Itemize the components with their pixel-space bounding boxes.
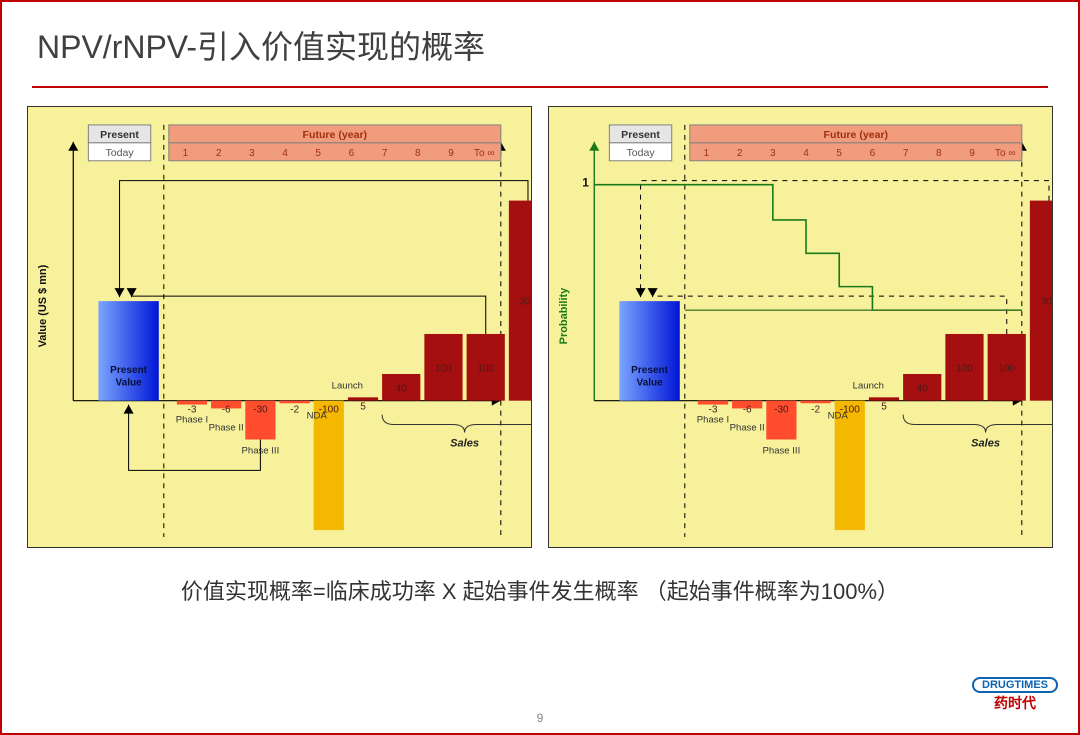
caption-formula: 价值实现概率=临床成功率 X 起始事件发生概率 （起始事件概率为100%）	[2, 574, 1078, 606]
svg-text:9: 9	[448, 148, 454, 159]
svg-text:Future (year): Future (year)	[824, 129, 889, 141]
svg-text:Present: Present	[631, 365, 669, 376]
svg-text:8: 8	[936, 148, 942, 159]
svg-text:300: 300	[520, 297, 531, 308]
page-title: NPV/rNPV-引入价值实现的概率	[2, 2, 1078, 78]
svg-text:5: 5	[360, 401, 366, 412]
svg-text:Today: Today	[105, 147, 134, 159]
svg-text:Sales: Sales	[971, 438, 1000, 450]
svg-text:Probability: Probability	[558, 287, 570, 344]
svg-text:Present: Present	[621, 129, 660, 141]
svg-text:Today: Today	[626, 147, 655, 159]
svg-text:-2: -2	[290, 405, 299, 416]
svg-text:3: 3	[249, 148, 255, 159]
svg-text:300: 300	[1041, 297, 1052, 308]
svg-text:100: 100	[998, 363, 1015, 374]
svg-text:NDA: NDA	[307, 411, 328, 422]
svg-text:7: 7	[382, 148, 388, 159]
svg-text:Phase I: Phase I	[697, 415, 729, 426]
svg-text:5: 5	[881, 401, 887, 412]
watermark-badge-icon: DRUGTIMES	[972, 677, 1058, 693]
svg-text:4: 4	[803, 148, 809, 159]
svg-text:Value (US $ mn): Value (US $ mn)	[37, 264, 49, 347]
svg-text:Present: Present	[110, 365, 148, 376]
page-number: 9	[537, 711, 544, 725]
svg-text:6: 6	[870, 148, 876, 159]
svg-text:40: 40	[396, 383, 408, 394]
svg-text:1: 1	[582, 176, 589, 190]
svg-text:Launch: Launch	[853, 381, 884, 392]
charts-row: Value (US $ mn)Value (US $ mn)PresentTod…	[2, 88, 1078, 548]
svg-text:To ∞: To ∞	[995, 148, 1016, 159]
svg-text:-6: -6	[743, 405, 752, 416]
svg-text:6: 6	[349, 148, 355, 159]
svg-text:3: 3	[770, 148, 776, 159]
svg-text:2: 2	[216, 148, 222, 159]
svg-text:Value: Value	[636, 378, 663, 389]
svg-text:5: 5	[836, 148, 842, 159]
svg-text:2: 2	[737, 148, 743, 159]
svg-text:-6: -6	[222, 405, 231, 416]
svg-text:Value: Value	[115, 378, 142, 389]
svg-text:Phase I: Phase I	[176, 415, 208, 426]
svg-text:-2: -2	[811, 405, 820, 416]
svg-text:-30: -30	[774, 405, 789, 416]
watermark-text: 药时代	[994, 695, 1036, 711]
svg-text:-30: -30	[253, 405, 268, 416]
svg-text:Present: Present	[100, 129, 139, 141]
svg-text:9: 9	[969, 148, 975, 159]
svg-text:4: 4	[282, 148, 288, 159]
svg-text:NDA: NDA	[828, 411, 849, 422]
svg-text:Phase II: Phase II	[730, 423, 765, 434]
svg-text:Sales: Sales	[450, 438, 479, 450]
svg-text:To ∞: To ∞	[474, 148, 495, 159]
svg-text:5: 5	[315, 148, 321, 159]
watermark: DRUGTIMES 药时代	[972, 675, 1058, 713]
svg-text:40: 40	[917, 383, 929, 394]
svg-text:Future (year): Future (year)	[303, 129, 368, 141]
svg-text:Phase III: Phase III	[763, 445, 801, 456]
svg-text:1: 1	[183, 148, 189, 159]
svg-text:100: 100	[956, 363, 973, 374]
svg-text:7: 7	[903, 148, 909, 159]
chart-npv: Value (US $ mn)Value (US $ mn)PresentTod…	[27, 106, 532, 548]
svg-text:1: 1	[704, 148, 710, 159]
svg-text:Phase II: Phase II	[209, 423, 244, 434]
svg-text:100: 100	[477, 363, 494, 374]
svg-text:100: 100	[435, 363, 452, 374]
svg-text:8: 8	[415, 148, 421, 159]
svg-text:Launch: Launch	[332, 381, 363, 392]
chart-rnpv: Probability1Value (US $ mn)PresentTodayF…	[548, 106, 1053, 548]
